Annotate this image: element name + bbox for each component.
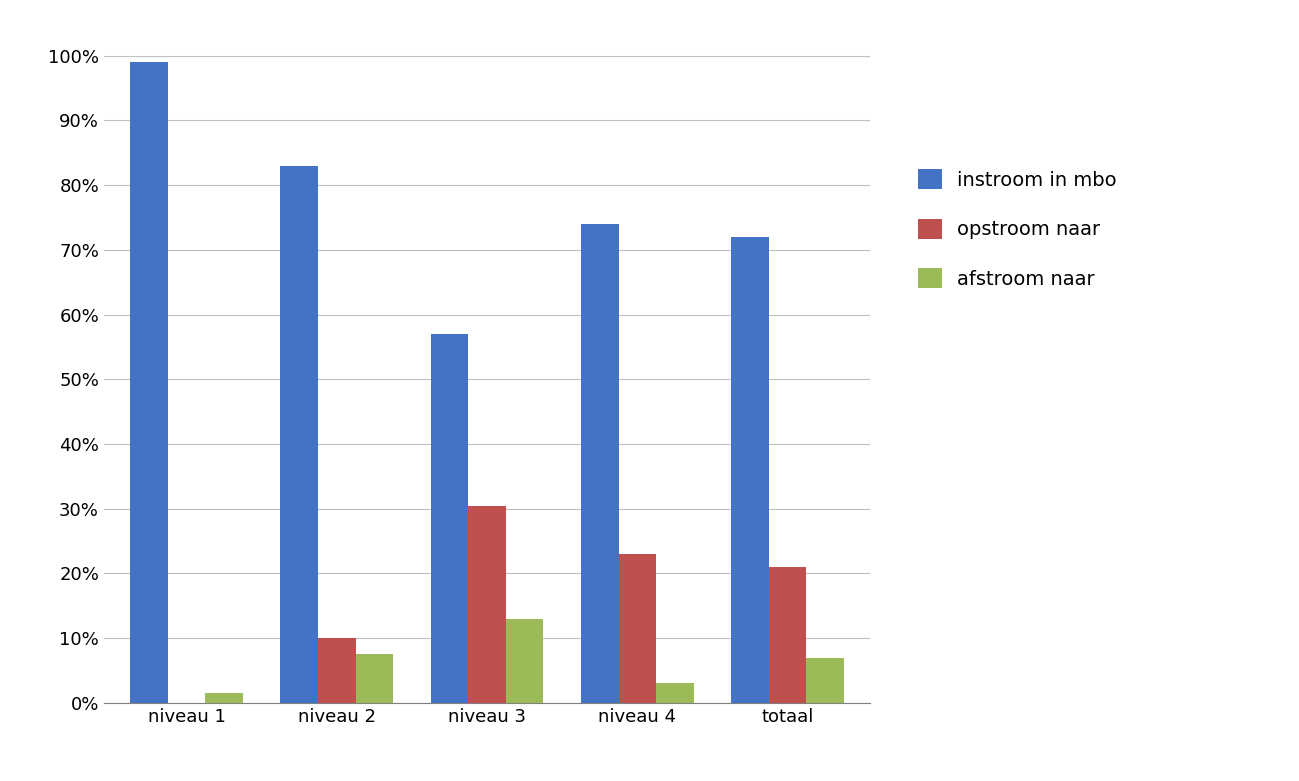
Legend: instroom in mbo, opstroom naar, afstroom naar: instroom in mbo, opstroom naar, afstroom… — [918, 169, 1117, 289]
Bar — [130, 62, 168, 703]
Bar — [505, 619, 543, 703]
Bar — [769, 567, 807, 703]
Bar — [205, 694, 243, 703]
Bar — [356, 654, 394, 703]
Bar — [581, 224, 618, 703]
Bar — [469, 505, 505, 703]
Bar — [431, 334, 469, 703]
Bar — [731, 237, 769, 703]
Bar — [656, 683, 694, 703]
Bar — [807, 658, 844, 703]
Bar — [618, 554, 656, 703]
Bar — [318, 638, 356, 703]
Bar — [281, 166, 318, 703]
